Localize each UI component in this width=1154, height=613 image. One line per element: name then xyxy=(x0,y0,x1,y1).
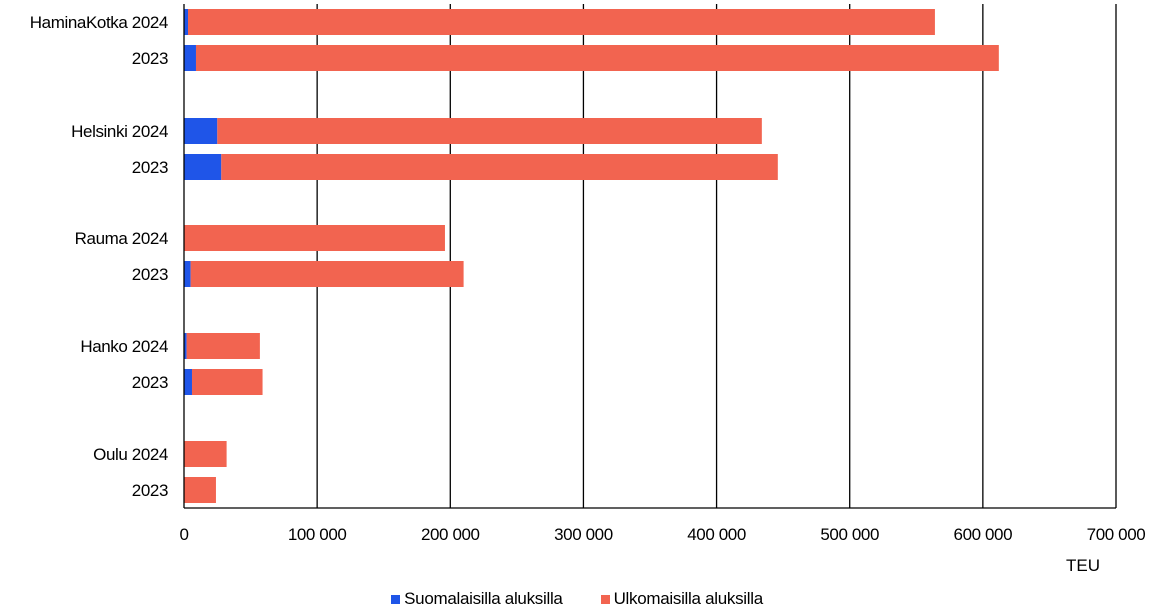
legend: Suomalaisilla aluksilla Ulkomaisilla alu… xyxy=(0,588,1154,610)
legend-swatch-foreign xyxy=(600,594,610,604)
y-tick-label: 2023 xyxy=(132,373,168,392)
y-tick-label: 2023 xyxy=(132,481,168,500)
y-tick-label: Oulu 2024 xyxy=(93,445,168,464)
x-tick-label: 0 xyxy=(179,525,188,544)
bar-foreign xyxy=(190,261,464,287)
legend-item-finnish: Suomalaisilla aluksilla xyxy=(391,588,563,610)
chart: HaminaKotka 2024 2023 Helsinki 2024 2023 Rau… xyxy=(30,4,1146,544)
grid-lines xyxy=(316,4,1117,508)
y-tick-label: HaminaKotka 2024 xyxy=(30,13,168,32)
x-tick-labels: 0 100 000 200 000 300 000 400 000 500 000 600 … xyxy=(179,525,1145,544)
bar-foreign xyxy=(184,441,227,467)
bar-foreign xyxy=(184,225,445,251)
bar-foreign xyxy=(217,118,762,144)
axes xyxy=(183,4,1116,509)
y-tick-label: 2023 xyxy=(132,265,168,284)
y-tick-labels: HaminaKotka 2024 2023 Helsinki 2024 2023 Rau… xyxy=(30,13,169,500)
y-tick-label: 2023 xyxy=(132,158,168,177)
bar-finnish xyxy=(184,261,191,287)
x-tick-label: 600 000 xyxy=(954,525,1013,544)
y-tick-label: Helsinki 2024 xyxy=(71,122,168,141)
bar-finnish xyxy=(184,154,222,180)
y-tick-label: Hanko 2024 xyxy=(80,337,168,356)
legend-label-foreign: Ulkomaisilla aluksilla xyxy=(613,589,764,608)
bar-finnish xyxy=(184,369,192,395)
legend-item-foreign: Ulkomaisilla aluksilla xyxy=(600,588,764,610)
bar-foreign xyxy=(187,9,935,35)
y-tick-label: Rauma 2024 xyxy=(75,229,168,248)
bar-foreign xyxy=(191,369,263,395)
x-tick-label: 200 000 xyxy=(421,525,480,544)
legend-label-finnish: Suomalaisilla aluksilla xyxy=(404,589,563,608)
y-tick-label: 2023 xyxy=(132,49,168,68)
bar-finnish xyxy=(184,118,218,144)
bar-foreign xyxy=(221,154,778,180)
bar-foreign xyxy=(195,45,999,71)
bar-finnish xyxy=(184,333,187,359)
bar-foreign xyxy=(184,477,216,503)
x-tick-label: 700 000 xyxy=(1087,525,1146,544)
bar-finnish xyxy=(184,9,188,35)
x-tick-label: 500 000 xyxy=(820,525,879,544)
legend-swatch-finnish xyxy=(391,594,401,604)
x-axis-label: TEU xyxy=(1066,556,1100,575)
bars xyxy=(184,9,999,503)
x-tick-label: 300 000 xyxy=(554,525,613,544)
x-tick-label: 400 000 xyxy=(687,525,746,544)
bar-finnish xyxy=(184,45,196,71)
bar-foreign xyxy=(186,333,260,359)
x-tick-label: 100 000 xyxy=(288,525,347,544)
